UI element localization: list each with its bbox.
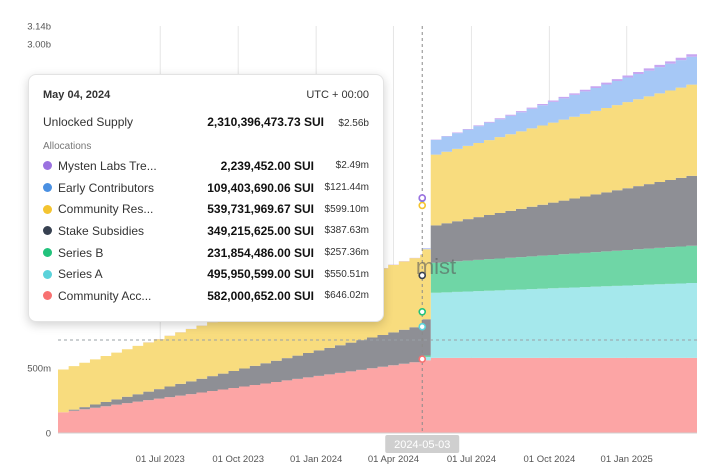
area-stake-subsidies	[58, 173, 697, 413]
unlocked-supply-usd: $2.56b	[338, 118, 369, 129]
y-tick-label: 500m	[27, 364, 51, 375]
allocation-usd: $550.51m	[324, 268, 369, 280]
allocation-value: 539,731,969.67 SUI	[207, 202, 314, 217]
allocation-row: Community Acc... 582,000,652.00 SUI $646.0…	[43, 285, 369, 307]
y-tick-label: 3.00b	[27, 40, 51, 51]
allocation-value: 495,950,599.00 SUI	[207, 267, 314, 282]
unlocked-supply-value: 2,310,396,473.73 SUI	[207, 115, 324, 129]
allocation-value: 109,403,690.06 SUI	[207, 180, 314, 195]
legend-dot-icon	[43, 161, 52, 171]
cursor-marker	[418, 308, 427, 316]
cursor-marker	[418, 322, 427, 331]
allocation-value: 231,854,486.00 SUI	[207, 245, 314, 260]
allocation-name: Series B	[58, 245, 104, 260]
allocation-usd: $599.10m	[324, 203, 369, 215]
allocation-usd: $121.44m	[324, 182, 369, 194]
tooltip-timezone: UTC + 00:00	[306, 89, 369, 101]
allocation-usd: $257.36m	[324, 247, 369, 259]
allocation-row: Series B 231,854,486.00 SUI $257.36m	[43, 242, 369, 264]
cursor-marker	[418, 355, 427, 363]
allocations-heading: Allocations	[43, 141, 92, 152]
allocation-row: Mysten Labs Tre... 2,239,452.00 SUI $2.49m	[43, 155, 369, 177]
x-tick-label: 01 Jul 2023	[136, 454, 185, 465]
x-tick-label: 01 Oct 2023	[212, 454, 264, 465]
legend-dot-icon	[43, 226, 52, 236]
area-community-reserve	[58, 81, 697, 413]
cursor-date-label: 2024-05-03	[394, 439, 450, 451]
allocation-name: Mysten Labs Tre...	[58, 158, 157, 173]
cursor-marker	[418, 201, 427, 210]
allocation-value: 2,239,452.00 SUI	[220, 158, 314, 173]
allocation-row: Stake Subsidies 349,215,625.00 SUI $387.63…	[43, 220, 369, 242]
legend-dot-icon	[43, 291, 52, 301]
x-tick-label: 01 Oct 2024	[524, 454, 576, 465]
legend-dot-icon	[43, 248, 52, 258]
x-tick-label: 01 Jan 2024	[290, 454, 342, 465]
y-tick-label: 3.14b	[27, 22, 51, 33]
cursor-marker	[418, 194, 427, 202]
x-tick-label: 01 Jul 2024	[447, 454, 496, 465]
allocation-name: Community Acc...	[58, 288, 152, 303]
chart-tooltip: May 04, 2024 UTC + 00:00 Unlocked Supply…	[28, 74, 384, 322]
allocation-list: Mysten Labs Tre... 2,239,452.00 SUI $2.49m…	[43, 155, 369, 307]
area-community-access	[58, 357, 697, 433]
area-series-b	[58, 245, 697, 413]
cursor-date-badge	[385, 435, 460, 453]
allocation-row: Series A 495,950,599.00 SUI $550.51m	[43, 263, 369, 285]
tooltip-date: May 04, 2024	[43, 89, 111, 101]
area-early-contributors	[58, 53, 697, 370]
allocation-row: Early Contributors 109,403,690.06 SUI $121…	[43, 177, 369, 199]
allocation-row: Community Res... 539,731,969.67 SUI $599.1…	[43, 198, 369, 220]
allocation-name: Stake Subsidies	[58, 223, 145, 238]
allocation-usd: $646.02m	[324, 290, 369, 302]
cursor-marker	[418, 271, 427, 280]
unlocked-supply-label: Unlocked Supply	[43, 115, 134, 129]
watermark-text: mist	[416, 254, 456, 279]
x-tick-label: 01 Apr 2024	[368, 454, 419, 465]
allocation-value: 349,215,625.00 SUI	[207, 223, 314, 238]
legend-dot-icon	[43, 269, 52, 279]
legend-dot-icon	[43, 183, 52, 193]
x-tick-label: 01 Jan 2025	[601, 454, 653, 465]
allocation-value: 582,000,652.00 SUI	[207, 288, 314, 303]
allocation-usd: $2.49m	[335, 160, 369, 172]
legend-dot-icon	[43, 204, 52, 214]
allocation-name: Early Contributors	[58, 180, 155, 195]
allocation-name: Community Res...	[58, 202, 154, 217]
allocation-name: Series A	[58, 267, 103, 282]
area-series-a	[58, 282, 697, 413]
allocation-usd: $387.63m	[324, 225, 369, 237]
tooltip-unlocked-supply: Unlocked Supply 2,310,396,473.73 SUI $2.…	[43, 115, 369, 129]
y-tick-label: 0	[46, 429, 51, 440]
